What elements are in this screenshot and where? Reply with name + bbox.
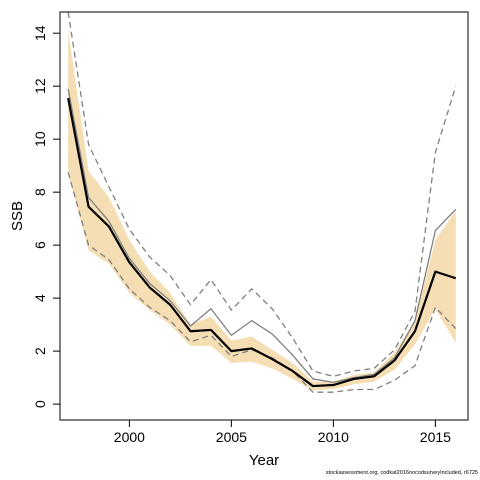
- x-tick-label: 2010: [318, 429, 349, 445]
- y-axis-title: SSB: [9, 201, 26, 231]
- y-axis: 0 2 4 6 8 10 12 14: [32, 25, 60, 408]
- ssb-estimate-line: [67, 97, 457, 388]
- x-tick-label: 2005: [216, 429, 247, 445]
- y-tick-label: 4: [32, 294, 48, 302]
- y-tick-label: 8: [32, 188, 48, 196]
- confidence-band: [68, 30, 456, 391]
- x-tick-label: 2015: [420, 429, 451, 445]
- comparison-upper-dashed-line: [67, 12, 457, 377]
- y-tick-label: 0: [32, 400, 48, 408]
- y-tick-label: 2: [32, 347, 48, 355]
- y-tick-label: 10: [32, 131, 48, 147]
- y-tick-label: 12: [32, 78, 48, 94]
- source-footnote: stockassessment.org, codkat2016nocodsurv…: [325, 470, 478, 476]
- plot-frame: [59, 11, 469, 421]
- y-tick-label: 14: [32, 25, 48, 41]
- x-axis: 2000 2005 2010 2015: [114, 420, 451, 445]
- x-axis-title: Year: [249, 452, 279, 469]
- y-tick-label: 6: [32, 241, 48, 249]
- x-tick-label: 2000: [114, 429, 145, 445]
- comparison-estimate-line: [67, 88, 457, 384]
